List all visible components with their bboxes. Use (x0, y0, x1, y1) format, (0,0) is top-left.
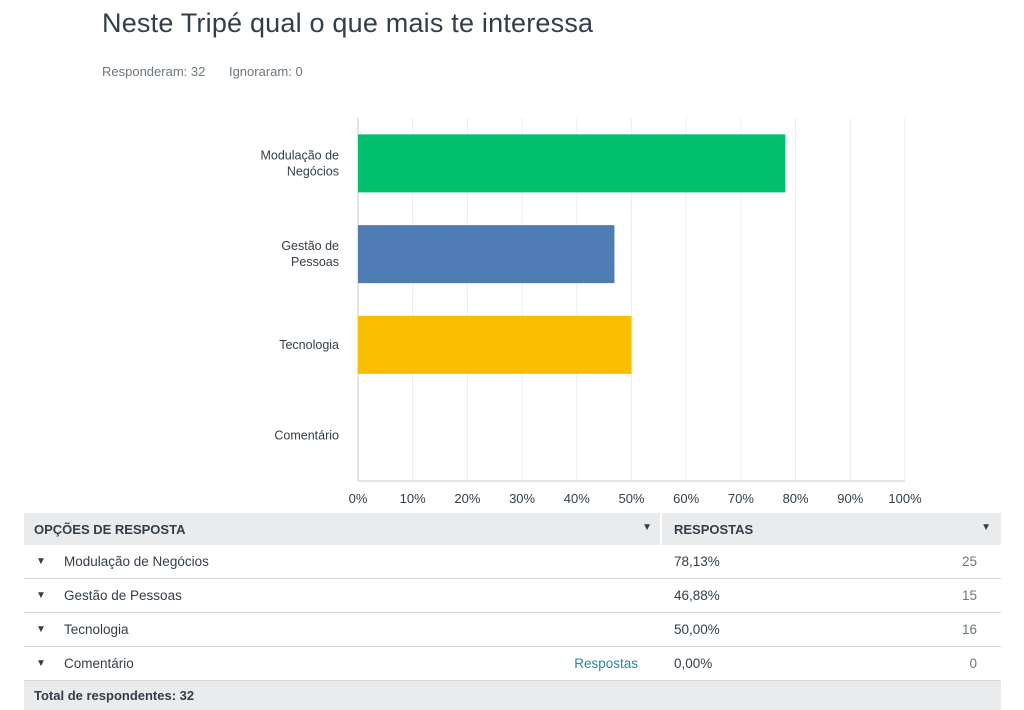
responses-column-label: RESPOSTAS (674, 521, 754, 537)
x-tick-label: 90% (837, 491, 863, 506)
results-table: OPÇÕES DE RESPOSTA ▼ RESPOSTAS ▼ ▼ Modula… (24, 513, 1001, 710)
table-row: ▼ Gestão de Pessoas 46,88% 15 (24, 579, 1001, 613)
category-label: Tecnologia (279, 338, 339, 352)
x-tick-label: 50% (618, 491, 644, 506)
response-stats: Responderam: 32 Ignoraram: 0 (102, 64, 303, 79)
bar (358, 134, 786, 193)
table-header: OPÇÕES DE RESPOSTA ▼ RESPOSTAS ▼ (24, 513, 1001, 545)
x-tick-label: 20% (454, 491, 480, 506)
expand-arrow-icon[interactable]: ▼ (36, 658, 46, 669)
x-tick-label: 70% (728, 491, 754, 506)
x-tick-label: 80% (783, 491, 809, 506)
response-percent: 50,00% (674, 622, 720, 637)
option-label: Modulação de Negócios (64, 554, 209, 569)
table-row: ▼ Comentário Respostas 0,00% 0 (24, 647, 1001, 681)
option-label: Comentário (64, 656, 134, 671)
x-tick-label: 30% (509, 491, 535, 506)
bar (358, 315, 632, 374)
option-label: Tecnologia (64, 622, 129, 637)
response-count: 15 (961, 588, 977, 603)
bar (358, 225, 615, 284)
expand-arrow-icon[interactable]: ▼ (36, 590, 46, 601)
responses-column-header[interactable]: RESPOSTAS ▼ (662, 513, 1001, 545)
category-label: Gestão de Pessoas (281, 239, 339, 269)
caret-down-icon[interactable]: ▼ (981, 522, 991, 533)
option-cell: ▼ Modulação de Negócios (24, 554, 662, 569)
x-tick-label: 0% (349, 491, 368, 506)
bar-chart: 0% 10% 20% 30% 40% 50% 60% 70% 80% 90% 100% Modulaç… (260, 118, 922, 506)
caret-down-icon[interactable]: ▼ (642, 522, 652, 533)
x-tick-label: 40% (564, 491, 590, 506)
response-count: 25 (961, 554, 977, 569)
x-tick-label: 60% (673, 491, 699, 506)
options-column-header[interactable]: OPÇÕES DE RESPOSTA ▼ (24, 513, 660, 545)
table-row: ▼ Modulação de Negócios 78,13% 25 (24, 545, 1001, 579)
response-percent: 46,88% (674, 588, 720, 603)
expand-arrow-icon[interactable]: ▼ (36, 624, 46, 635)
expand-arrow-icon[interactable]: ▼ (36, 556, 46, 567)
question-title: Neste Tripé qual o que mais te interessa (102, 8, 594, 38)
table-body: ▼ Modulação de Negócios 78,13% 25 ▼ Gestão de… (24, 545, 1001, 681)
options-column-label: OPÇÕES DE RESPOSTA (34, 521, 186, 537)
option-cell: ▼ Comentário Respostas (24, 656, 662, 671)
option-cell: ▼ Tecnologia (24, 622, 662, 637)
response-count: 0 (969, 656, 977, 671)
total-respondents: Total de respondentes: 32 (24, 681, 1001, 710)
option-cell: ▼ Gestão de Pessoas (24, 588, 662, 603)
skipped-count: Ignoraram: 0 (228, 64, 303, 79)
answered-count: Responderam: 32 (102, 64, 206, 79)
responses-link[interactable]: Respostas (574, 656, 638, 671)
response-percent: 78,13% (674, 554, 720, 569)
option-label: Gestão de Pessoas (64, 588, 182, 603)
x-tick-label: 100% (888, 491, 922, 506)
x-tick-label: 10% (400, 491, 426, 506)
category-label: Modulação de Negócios (260, 148, 339, 178)
table-row: ▼ Tecnologia 50,00% 16 (24, 613, 1001, 647)
response-count: 16 (961, 622, 977, 637)
response-percent: 0,00% (674, 656, 713, 671)
category-label: Comentário (274, 429, 339, 443)
